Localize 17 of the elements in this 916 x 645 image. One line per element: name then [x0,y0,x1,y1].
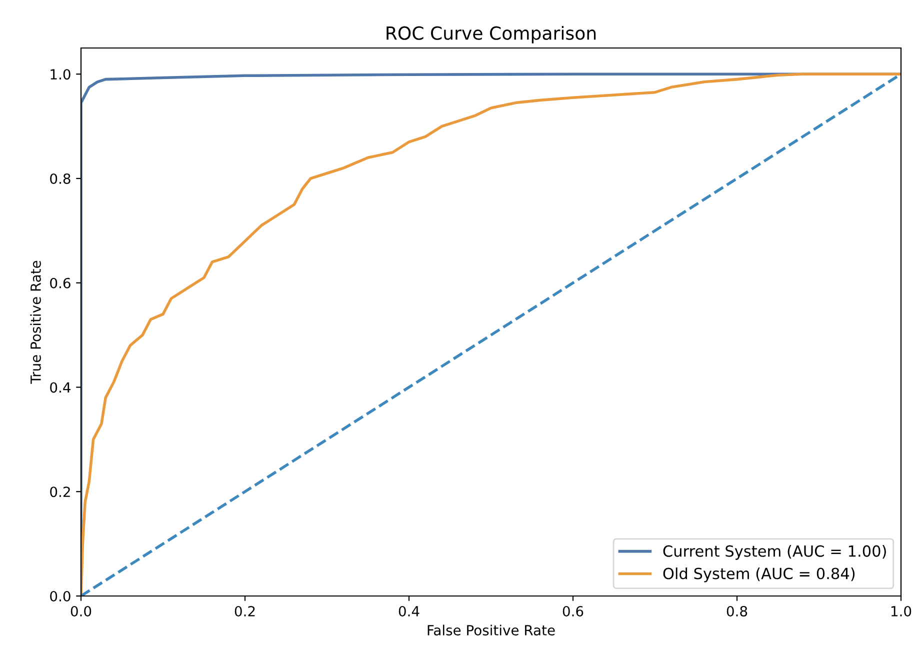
x-tick-label: 0.0 [70,606,92,616]
x-tick-label: 0.6 [562,606,584,616]
y-tick-label: 0.4 [50,382,70,393]
y-tick-label: 0.6 [50,278,70,288]
x-tick-label: 0.2 [234,606,255,616]
legend-label: Old System (AUC = 0.84) [663,567,855,582]
x-tick-label: 0.4 [398,606,420,616]
chart-title: ROC Curve Comparison [386,26,596,44]
y-tick-label: 1.0 [50,69,70,80]
y-tick-label: 0.0 [50,590,70,602]
y-tick-label: 0.8 [50,173,70,184]
x-axis-title: False Positive Rate [428,624,555,636]
x-tick-label: 0.8 [726,606,748,616]
legend-label: Current System (AUC = 1.00) [663,545,886,560]
x-tick-label: 1.0 [891,606,912,616]
y-tick-label: 0.2 [50,486,70,498]
y-axis-title: True Positive Rate [30,260,41,384]
